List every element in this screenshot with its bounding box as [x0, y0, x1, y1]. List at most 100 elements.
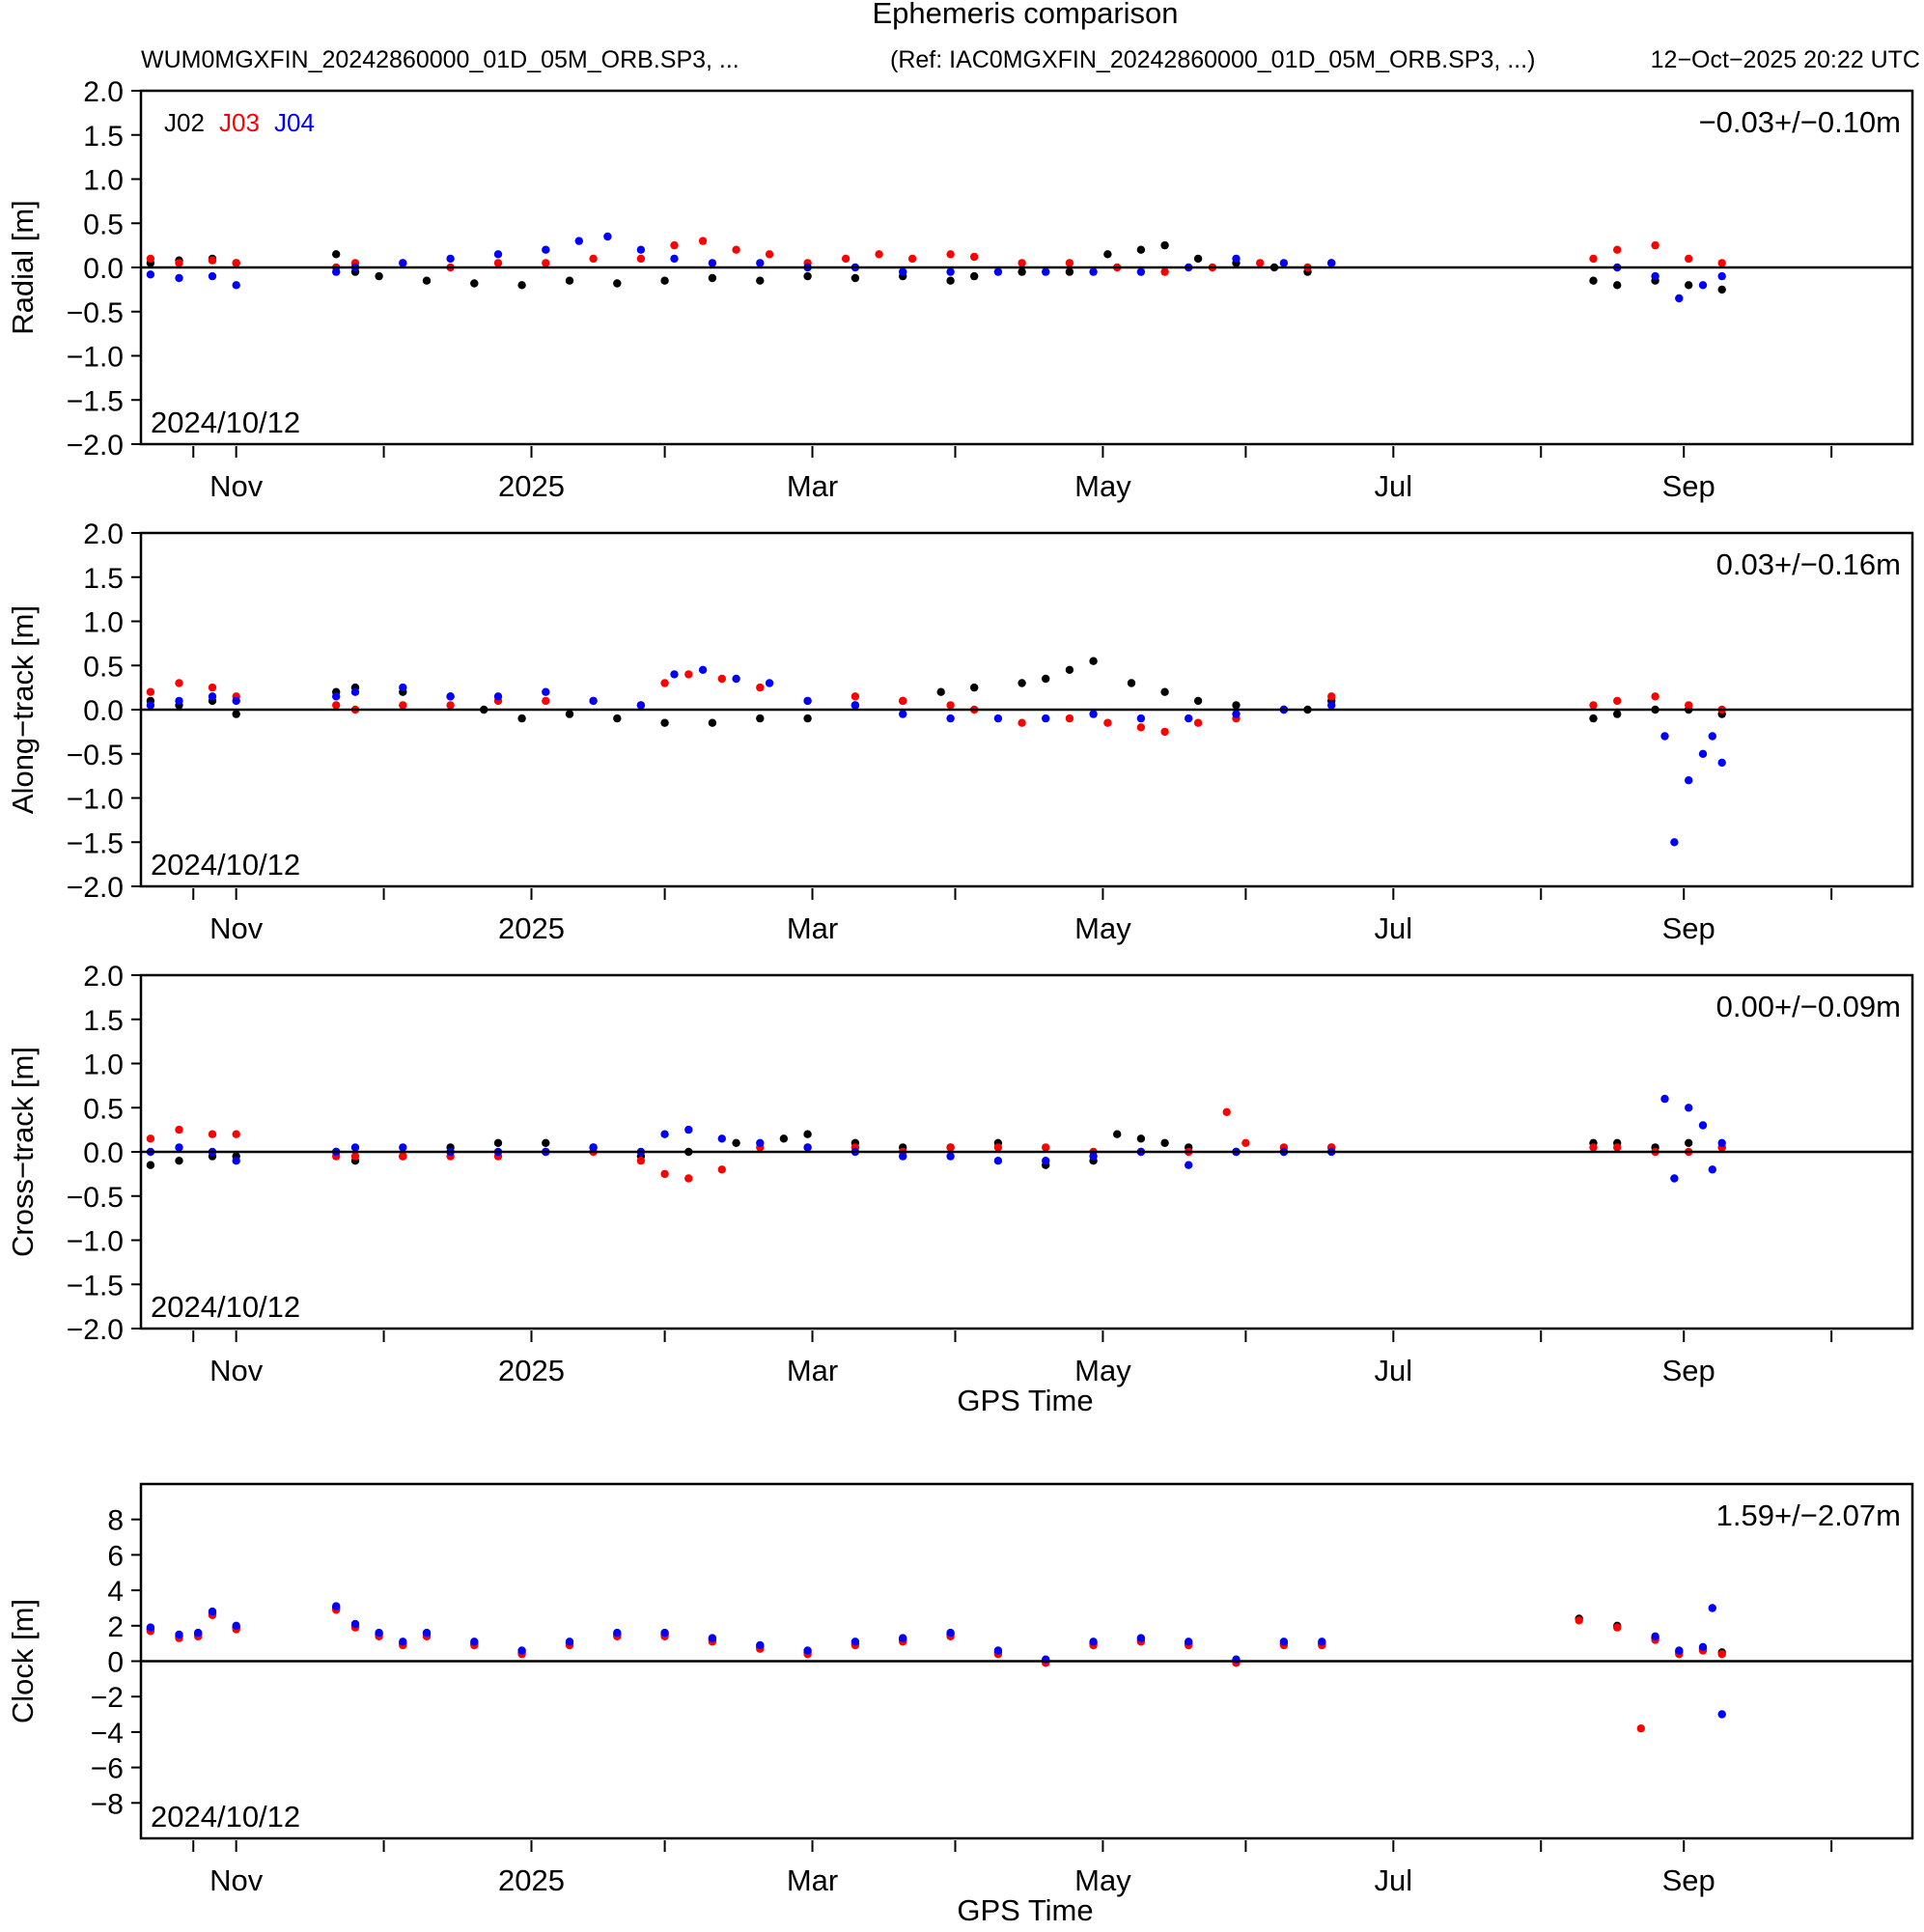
data-point-j02 — [493, 1138, 503, 1148]
data-point-j03 — [1193, 718, 1203, 727]
data-point-j04 — [636, 701, 646, 710]
data-point-j02 — [1042, 674, 1050, 684]
data-point-j04 — [660, 1130, 669, 1138]
x-tick-label: 2025 — [498, 469, 565, 503]
data-point-j02 — [1065, 665, 1074, 674]
data-point-j04 — [1708, 1165, 1717, 1174]
y-tick-label: −1.5 — [67, 1270, 124, 1302]
data-point-j02 — [1193, 696, 1203, 706]
y-tick-label: 0.0 — [83, 695, 124, 727]
data-point-j04 — [175, 273, 183, 283]
y-axis-label: Along−track [m] — [6, 605, 40, 814]
data-point-j03 — [946, 1143, 955, 1152]
y-tick-label: 4 — [107, 1576, 124, 1608]
data-point-j03 — [899, 696, 907, 706]
data-point-j02 — [1232, 701, 1241, 710]
data-point-j03 — [717, 1165, 726, 1174]
data-point-j04 — [1232, 710, 1241, 718]
data-point-j03 — [993, 1143, 1003, 1152]
data-point-j04 — [399, 1143, 407, 1152]
data-point-j04 — [946, 1628, 955, 1638]
data-point-j02 — [1018, 679, 1026, 687]
data-point-j04 — [1698, 749, 1708, 758]
data-point-j03 — [175, 1125, 183, 1134]
data-points — [146, 1094, 1726, 1183]
data-point-j03 — [493, 259, 503, 267]
data-point-j02 — [732, 1138, 740, 1148]
data-point-j04 — [1185, 714, 1193, 723]
data-point-j03 — [1575, 1616, 1583, 1625]
data-point-j04 — [1698, 1642, 1708, 1652]
y-tick-label: 6 — [107, 1540, 124, 1572]
panel-0: −2.0 −1.5 −1.0 −0.5 0.0 0.5 1.0 1.5 2.0 Radial [m… — [6, 76, 1914, 503]
y-tick-label: −1.5 — [67, 827, 124, 859]
x-tick-label: Sep — [1662, 911, 1715, 945]
data-point-j04 — [399, 1638, 407, 1646]
data-point-j04 — [232, 281, 240, 290]
data-point-j03 — [146, 254, 155, 264]
x-tick-label: May — [1074, 1863, 1131, 1897]
data-point-j03 — [1613, 696, 1622, 706]
data-point-j04 — [175, 696, 183, 706]
data-point-j03 — [1222, 1107, 1231, 1117]
data-point-j03 — [1065, 714, 1074, 723]
data-point-j04 — [899, 1152, 907, 1161]
data-point-j04 — [542, 687, 550, 696]
y-tick-label: −1.0 — [67, 784, 124, 816]
data-point-j04 — [993, 267, 1003, 276]
data-point-j04 — [613, 1628, 622, 1638]
data-point-j04 — [803, 1646, 812, 1655]
data-point-j03 — [684, 1174, 693, 1183]
data-point-j04 — [1042, 267, 1050, 276]
data-point-j04 — [899, 1634, 907, 1642]
data-point-j03 — [670, 240, 679, 250]
data-point-j04 — [1685, 1104, 1693, 1112]
data-point-j03 — [399, 1152, 407, 1161]
data-point-j03 — [542, 696, 550, 706]
data-point-j03 — [698, 237, 708, 245]
data-point-j02 — [1193, 254, 1203, 264]
data-point-j04 — [175, 1143, 183, 1152]
data-point-j04 — [603, 232, 612, 241]
data-point-j03 — [1018, 718, 1026, 727]
data-point-j02 — [1589, 714, 1598, 723]
data-point-j03 — [146, 1134, 155, 1143]
data-point-j04 — [1232, 254, 1241, 264]
data-point-j02 — [1136, 245, 1146, 254]
data-point-j04 — [1327, 701, 1336, 710]
data-point-j03 — [208, 683, 217, 692]
data-point-j04 — [1089, 710, 1098, 718]
y-tick-label: 2.0 — [83, 961, 124, 993]
y-tick-label: −8 — [91, 1788, 124, 1820]
panel-1: −2.0 −1.5 −1.0 −0.5 0.0 0.5 1.0 1.5 2.0 Along−tra… — [6, 518, 1914, 945]
data-point-j03 — [175, 679, 183, 687]
data-point-j03 — [175, 259, 183, 267]
data-point-j02 — [517, 714, 526, 723]
y-tick-label: 0 — [107, 1647, 124, 1679]
data-point-j03 — [875, 250, 883, 259]
x-tick-label: Mar — [787, 1354, 838, 1387]
data-point-j04 — [756, 259, 765, 267]
x-tick-label: Mar — [787, 1863, 838, 1897]
y-tick-label: −0.5 — [67, 297, 124, 329]
data-point-j03 — [946, 701, 955, 710]
data-point-j04 — [708, 1634, 717, 1642]
data-point-j04 — [446, 254, 455, 264]
data-point-j02 — [232, 710, 240, 718]
start-date-label: 2024/10/12 — [151, 406, 300, 439]
start-date-label: 2024/10/12 — [151, 848, 300, 882]
data-point-j03 — [1160, 727, 1169, 737]
data-point-j04 — [332, 267, 341, 276]
data-point-j04 — [589, 1143, 598, 1152]
data-point-j04 — [850, 701, 860, 710]
data-point-j04 — [232, 696, 240, 706]
data-point-j04 — [350, 1143, 360, 1152]
data-point-j04 — [1717, 271, 1726, 281]
data-point-j02 — [970, 683, 979, 692]
start-date-label: 2024/10/12 — [151, 1800, 300, 1834]
y-tick-label: 2.0 — [83, 76, 124, 108]
data-point-j03 — [907, 254, 917, 264]
data-point-j04 — [1717, 1710, 1726, 1719]
y-tick-label: 1.0 — [83, 607, 124, 639]
data-point-j03 — [850, 692, 860, 701]
